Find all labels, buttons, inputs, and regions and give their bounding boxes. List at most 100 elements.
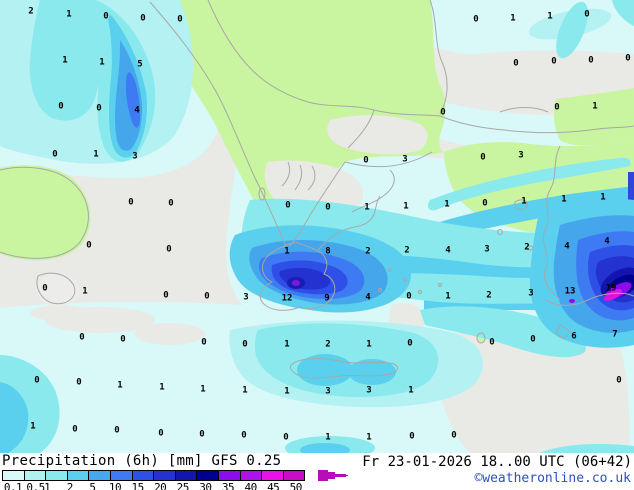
scale-label: 5 xyxy=(89,481,96,490)
grid-values-layer: 2 1 0 0 0 0 1 1 01 1 5 0 0 0 00 0 4 0 0 10 1 3 0 3 0 30 0 0 0 1 1 1 0 1 1 1… xyxy=(28,7,630,443)
grid-value: 1 xyxy=(117,381,122,391)
grid-value: 2 xyxy=(404,246,409,256)
scale-cell xyxy=(239,470,263,481)
grid-value: 3 xyxy=(528,289,533,299)
scale-cell xyxy=(217,470,241,481)
grid-value: 12 xyxy=(282,294,293,304)
grid-value: 0 xyxy=(72,425,77,435)
scale-cell xyxy=(174,470,198,481)
grid-value: 1 xyxy=(444,200,449,210)
grid-value: 1 xyxy=(521,197,526,207)
grid-value: 1 xyxy=(547,12,552,22)
grid-value: 0 xyxy=(168,199,173,209)
grid-value: 0 xyxy=(34,376,39,386)
scale-cell xyxy=(2,470,25,481)
color-scale-bar xyxy=(2,470,306,481)
precip-core-layer xyxy=(0,0,634,453)
grid-value: 0 xyxy=(114,426,119,436)
scale-cell xyxy=(66,470,90,481)
grid-value: 2 xyxy=(486,291,491,301)
grid-value: 0 xyxy=(158,429,163,439)
grid-value: 0 xyxy=(103,12,108,22)
grid-value: 0 xyxy=(204,292,209,302)
grid-value: 1 xyxy=(592,102,597,112)
grid-value: 0 xyxy=(52,150,57,160)
map-canvas: 2 1 0 0 0 0 1 1 01 1 5 0 0 0 00 0 4 0 0 10 1 3 0 3 0 30 0 0 0 1 1 1 0 1 1 1… xyxy=(0,0,634,453)
grid-value: 1 xyxy=(325,433,330,443)
grid-value: 0 xyxy=(283,433,288,443)
grid-value: 0 xyxy=(625,54,630,64)
scale-label: 20 xyxy=(154,481,167,490)
grid-value: 0 xyxy=(588,56,593,66)
scale-cell xyxy=(282,470,306,481)
grid-value: 1 xyxy=(284,340,289,350)
grid-value: 0 xyxy=(201,338,206,348)
grid-value: 13 xyxy=(565,287,576,297)
grid-value: 2 xyxy=(365,247,370,257)
scale-label: 15 xyxy=(131,481,144,490)
grid-value: 4 xyxy=(604,237,610,247)
grid-value: 0 xyxy=(242,340,247,350)
grid-value: 0 xyxy=(407,339,412,349)
grid-value: 1 xyxy=(30,422,35,432)
grid-value: 2 xyxy=(524,243,529,253)
grid-value: 1 xyxy=(510,14,515,24)
copyright-label: ©weatheronline.co.uk xyxy=(474,471,631,486)
scale-labels: 0.1 0.5 1 2 5 10 15 20 25 30 35 40 45 50 xyxy=(0,481,360,490)
scale-label: 0.5 xyxy=(26,481,45,490)
grid-value: 0 xyxy=(166,245,171,255)
scale-cell xyxy=(196,470,219,481)
grid-value: 3 xyxy=(518,151,523,161)
grid-value: 6 xyxy=(571,332,576,342)
grid-value: 0 xyxy=(285,201,290,211)
grid-value: 1 xyxy=(366,433,371,443)
scale-cell xyxy=(109,470,133,481)
grid-value: 1 xyxy=(408,386,413,396)
scale-cell xyxy=(261,470,284,481)
grid-value: 4 xyxy=(134,106,140,116)
grid-value: 0 xyxy=(480,153,485,163)
grid-value: 1 xyxy=(284,247,289,257)
scale-label: 45 xyxy=(267,481,280,490)
grid-value: 0 xyxy=(58,102,63,112)
scale-cell xyxy=(23,470,47,481)
grid-value: 0 xyxy=(406,292,411,302)
grid-value: 0 xyxy=(409,432,414,442)
grid-value: 1 xyxy=(284,387,289,397)
grid-value: 0 xyxy=(76,378,81,388)
coastline-layer xyxy=(0,0,634,379)
grid-value: 4 xyxy=(445,246,451,256)
forecast-datetime: Fr 23-01-2026 18..00 UTC (06+42) xyxy=(362,454,632,470)
grid-value: 1 xyxy=(242,386,247,396)
scale-label: 25 xyxy=(176,481,190,490)
grid-value: 2 xyxy=(28,7,33,17)
grid-value: 4 xyxy=(564,242,570,252)
scale-cell xyxy=(45,470,68,481)
grid-value: 5 xyxy=(137,60,142,70)
grid-value: 0 xyxy=(363,156,368,166)
grid-value: 1 xyxy=(66,10,71,20)
scale-label: 1 xyxy=(44,481,51,490)
grid-value: 0 xyxy=(177,15,182,25)
grid-value: 0 xyxy=(241,431,246,441)
scale-label: 0.1 xyxy=(3,481,23,490)
grid-value: 0 xyxy=(473,15,478,25)
scale-label: 40 xyxy=(244,481,257,490)
grid-value: 3 xyxy=(366,386,371,396)
grid-value: 1 xyxy=(62,56,67,66)
grid-value: 8 xyxy=(325,247,330,257)
grid-value: 1 xyxy=(561,195,566,205)
grid-value: 0 xyxy=(96,104,101,114)
grid-value: 2 xyxy=(325,340,330,350)
sea-noprecip-layer xyxy=(30,50,634,453)
grid-value: 1 xyxy=(445,292,450,302)
grid-value: 0 xyxy=(489,338,494,348)
grid-value: 4 xyxy=(365,293,371,303)
grid-value: 3 xyxy=(402,155,407,165)
grid-value: 1 xyxy=(159,383,164,393)
grid-value: 0 xyxy=(451,431,456,441)
grid-value: 1 xyxy=(366,340,371,350)
grid-value: 0 xyxy=(530,335,535,345)
grid-value: 1 xyxy=(93,150,98,160)
